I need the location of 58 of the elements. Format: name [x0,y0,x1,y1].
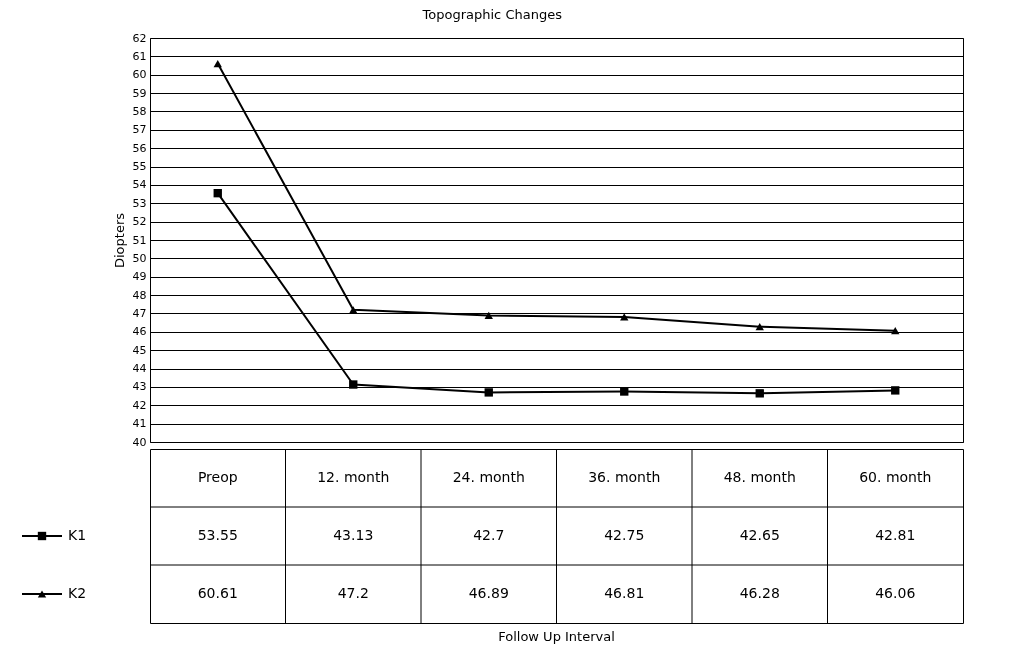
chart-title: Topographic Changes [421,6,563,22]
y-tick-label: 47 [132,306,147,320]
y-tick-label: 62 [132,31,147,45]
x-tick-label: 36. month [588,469,661,485]
x-tick-label: 60. month [859,469,932,485]
y-tick-label: 56 [132,141,147,155]
data-label: 42.65 [739,527,780,543]
y-tick-label: 57 [132,123,147,137]
data-label: 42.81 [875,527,916,543]
data-label: 42.7 [473,527,505,543]
y-tick-label: 58 [132,104,147,118]
point [349,306,358,314]
point [484,311,493,320]
data-label: 43.13 [333,527,374,543]
point [620,387,629,396]
y-tick-label: 51 [132,233,147,247]
point [755,323,764,331]
point [891,327,900,335]
y-tick-label: 50 [132,251,147,265]
data-label: 46.81 [604,585,645,601]
y-tick-label: 48 [132,288,147,302]
point [755,389,764,398]
point [213,188,222,198]
x-tick-label: 24. month [452,469,525,485]
y-tick-label: 54 [132,178,147,192]
y-tick-label: 44 [132,362,147,376]
y-tick-label: 60 [132,68,147,82]
x-tick-label: Preop [197,469,238,485]
y-tick-label: 45 [132,343,147,357]
data-label: 46.28 [739,585,780,601]
point [349,380,358,389]
x-tick-label: 12. month [317,469,390,485]
y-tick-label: 46 [132,325,147,339]
data-label: 47.2 [337,585,369,601]
y-tick-label: 59 [132,86,147,100]
y-tick-label: 43 [132,380,147,394]
data-label: 60.61 [197,585,238,601]
point [891,386,900,395]
y-tick-label: 55 [132,160,147,174]
y-tick-label: 41 [132,417,147,431]
y-tick-label: 49 [132,270,147,284]
x-tick-label: 48. month [723,469,796,485]
data-label: 42.75 [604,527,645,543]
y-tick-label: 61 [132,49,147,63]
y-tick-label: 53 [132,196,147,210]
point [213,59,222,68]
text: Follow Up Interval [498,629,615,644]
y-tick-label: 52 [132,215,147,229]
data-label: 46.06 [875,585,916,601]
y-tick-label: 42 [132,398,147,412]
y-tick-label: 40 [132,435,147,449]
point [484,388,493,397]
data-label: 46.89 [468,585,509,601]
point [620,313,629,321]
legend-label: K2 [68,585,87,601]
legend-label: K1 [68,527,87,543]
data-label: 53.55 [197,527,238,543]
y-axis-title: Diopters [111,212,127,269]
